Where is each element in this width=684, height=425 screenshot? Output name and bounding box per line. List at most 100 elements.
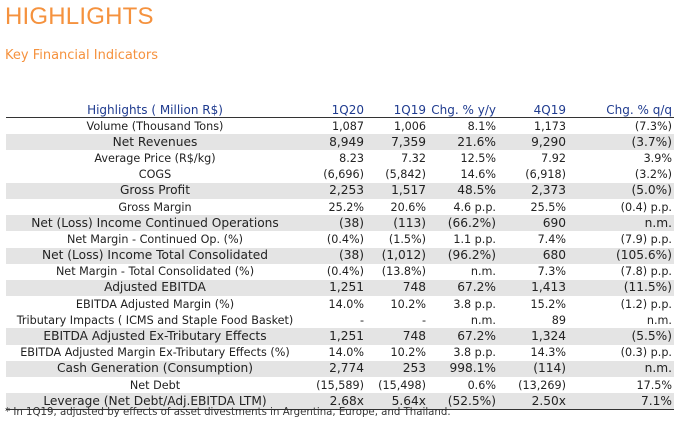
table-header-row: Highlights ( Million R$) 1Q20 1Q19 Chg. … [6, 101, 674, 118]
value-4q19: 9,290 [498, 134, 568, 151]
value-1q20: 14.0% [328, 297, 364, 311]
row-label: Net Margin - Continued Op. (%) [67, 232, 243, 246]
value-1q20: 25.2% [328, 200, 364, 214]
page-subtitle: Key Financial Indicators [5, 48, 158, 63]
row-label: Average Price (R$/kg) [94, 151, 216, 165]
value-chg-qq: (3.2%) [634, 168, 672, 182]
page-title: HIGHLIGHTS [5, 3, 154, 30]
row-label: Net Margin - Total Consolidated (%) [55, 265, 255, 279]
row-label: Cash Generation (Consumption) [6, 360, 304, 377]
value-4q19: 7.3% [537, 265, 566, 279]
value-1q19: (113) [366, 215, 428, 232]
value-1q19: (15,498) [378, 378, 426, 392]
value-chg-qq: (3.7%) [568, 134, 674, 151]
value-1q20: 1,251 [304, 328, 366, 345]
value-chg-qq: 7.1% [568, 393, 674, 411]
value-1q19: - [421, 313, 426, 327]
row-label: COGS [138, 168, 172, 182]
value-4q19: 1,413 [498, 279, 568, 297]
value-chg-qq: (5.5%) [568, 328, 674, 345]
value-4q19: 1,173 [533, 119, 566, 133]
value-chg-qq: (5.0%) [568, 182, 674, 199]
value-1q19: 7,359 [366, 134, 428, 151]
row-label: EBITDA Adjusted Margin (%) [75, 297, 235, 311]
row-label: Tributary Impacts ( ICMS and Staple Food… [16, 313, 294, 327]
value-1q19: 10.2% [390, 297, 426, 311]
value-4q19: (114) [498, 360, 568, 377]
value-1q20: 14.0% [328, 346, 364, 360]
value-1q20: 1,087 [331, 119, 364, 133]
value-chg-yy: 14.6% [460, 168, 496, 182]
value-chg-qq: (7.3%) [634, 119, 672, 133]
value-chg-yy: 3.8 p.p. [453, 297, 496, 311]
value-1q19: (1.5%) [388, 232, 426, 246]
value-4q19: 7.4% [537, 232, 566, 246]
value-chg-yy: 12.5% [460, 151, 496, 165]
table-row: Volume (Thousand Tons) 1,087 1,006 8.1% 1,17… [6, 118, 674, 135]
value-chg-yy: 1.1 p.p. [453, 232, 496, 246]
value-chg-yy: (52.5%) [428, 393, 498, 411]
row-label: Gross Margin [118, 200, 192, 214]
column-header-chg-qq: Chg. % q/q [568, 101, 674, 118]
value-1q20: 8.23 [339, 151, 364, 165]
table-row: Leverage (Net Debt/Adj.EBITDA LTM) 2.68x 5… [6, 393, 674, 411]
row-label: Net Revenues [6, 134, 304, 151]
table-row: Gross Margin 25.2% 20.6% 4.6 p.p. 25.5% (0.4)… [6, 199, 674, 215]
value-1q19: (5,842) [385, 168, 426, 182]
value-1q20: 2.68x [304, 393, 366, 411]
value-chg-yy: (66.2%) [428, 215, 498, 232]
value-4q19: 7.92 [541, 151, 566, 165]
table-row: Net Margin - Total Consolidated (%) (0.4%… [6, 264, 674, 280]
value-1q20: (38) [304, 247, 366, 264]
value-1q20: (0.4%) [326, 265, 364, 279]
table-row: EBITDA Adjusted Margin Ex-Tributary Effe… [6, 345, 674, 361]
value-chg-qq: (0.4) p.p. [620, 200, 672, 214]
value-chg-qq: 17.5% [636, 378, 672, 392]
row-label: Volume (Thousand Tons) [86, 119, 224, 133]
value-chg-yy: n.m. [470, 313, 496, 327]
value-1q20: (15,589) [316, 378, 364, 392]
column-header-1q20: 1Q20 [304, 101, 366, 118]
value-1q19: 748 [366, 279, 428, 297]
value-chg-qq: n.m. [568, 360, 674, 377]
table-row: Net (Loss) Income Continued Operations (3… [6, 215, 674, 232]
table-row: Tributary Impacts ( ICMS and Staple Food… [6, 312, 674, 328]
value-chg-yy: 48.5% [428, 182, 498, 199]
value-4q19: (13,269) [518, 378, 566, 392]
column-header-1q19: 1Q19 [366, 101, 428, 118]
value-1q19: (13.8%) [381, 265, 426, 279]
row-label: EBITDA Adjusted Margin Ex-Tributary Effe… [20, 346, 290, 360]
value-1q19: 748 [366, 328, 428, 345]
value-chg-qq: n.m. [568, 215, 674, 232]
row-label: Leverage (Net Debt/Adj.EBITDA LTM) [6, 393, 304, 411]
value-4q19: 1,324 [498, 328, 568, 345]
value-chg-qq: (1.2) p.p. [620, 297, 672, 311]
value-chg-yy: 21.6% [428, 134, 498, 151]
value-chg-qq: (0.3) p.p. [620, 346, 672, 360]
table-row: Net Margin - Continued Op. (%) (0.4%) (1.5… [6, 231, 674, 247]
value-1q19: 10.2% [390, 346, 426, 360]
value-chg-yy: 3.8 p.p. [453, 346, 496, 360]
value-4q19: 14.3% [530, 346, 566, 360]
row-label: Gross Profit [6, 182, 304, 199]
value-4q19: (6,918) [525, 168, 566, 182]
row-label: EBITDA Adjusted Ex-Tributary Effects [6, 328, 304, 345]
column-header-chg-yy: Chg. % y/y [428, 101, 498, 118]
row-label: Adjusted EBITDA [6, 279, 304, 297]
row-label: Net (Loss) Income Continued Operations [6, 215, 304, 232]
value-chg-yy: 998.1% [428, 360, 498, 377]
value-1q20: 1,251 [304, 279, 366, 297]
value-1q20: - [359, 313, 364, 327]
value-1q20: 8,949 [304, 134, 366, 151]
row-label: Net Debt [129, 378, 181, 392]
value-4q19: 25.5% [530, 200, 566, 214]
value-chg-yy: 67.2% [428, 279, 498, 297]
value-1q19: 20.6% [390, 200, 426, 214]
value-1q20: (38) [304, 215, 366, 232]
value-1q19: 1,517 [366, 182, 428, 199]
value-1q19: 7.32 [401, 151, 426, 165]
value-1q19: 5.64x [366, 393, 428, 411]
table-row: Average Price (R$/kg) 8.23 7.32 12.5% 7.92 3.… [6, 150, 674, 166]
highlights-table: Highlights ( Million R$) 1Q20 1Q19 Chg. … [6, 101, 674, 411]
value-chg-yy: 8.1% [467, 119, 496, 133]
